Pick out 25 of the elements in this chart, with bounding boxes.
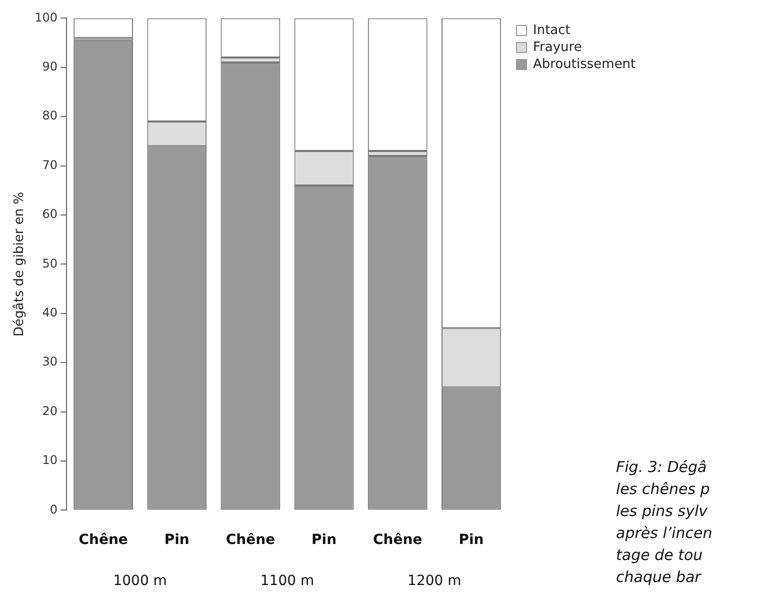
text: 1200 m (408, 573, 462, 589)
y-tick-label: 60 (42, 207, 58, 222)
y-tick-label: 90 (42, 60, 58, 74)
x-tick-label: Pin (164, 532, 190, 548)
y-tick-label: 30 (42, 354, 58, 369)
y-tick-label: 50 (42, 256, 58, 270)
y-axis-title: Dégâts de gibier en % (12, 192, 28, 336)
y-tick-label: 70 (42, 158, 58, 172)
x-tick-label: Chêne (78, 532, 128, 548)
y-tick-label: 0 (50, 502, 58, 516)
legend-label: Frayure (533, 39, 582, 56)
x-tick-label: Chêne (373, 532, 422, 548)
y-tick-label: 10 (42, 453, 58, 468)
text: 1100 m (260, 573, 314, 589)
legend-label: Abroutissement (533, 56, 636, 73)
y-tick-label: 100 (34, 10, 58, 24)
y-tick-label: 80 (42, 108, 58, 123)
y-tick-label: 40 (42, 306, 58, 320)
x-tick-label: Chêne (226, 532, 276, 548)
x-tick-label: Pin (458, 532, 484, 548)
y-tick-label: 20 (42, 404, 58, 418)
text: 1000 m (113, 573, 167, 589)
x-tick-label: Pin (312, 532, 337, 548)
legend-label: Intact (533, 22, 570, 39)
caption: Fig. 3: Dégâ les chênes p les pins sylv après l’incen tage de tou chaque bar (616, 457, 714, 588)
